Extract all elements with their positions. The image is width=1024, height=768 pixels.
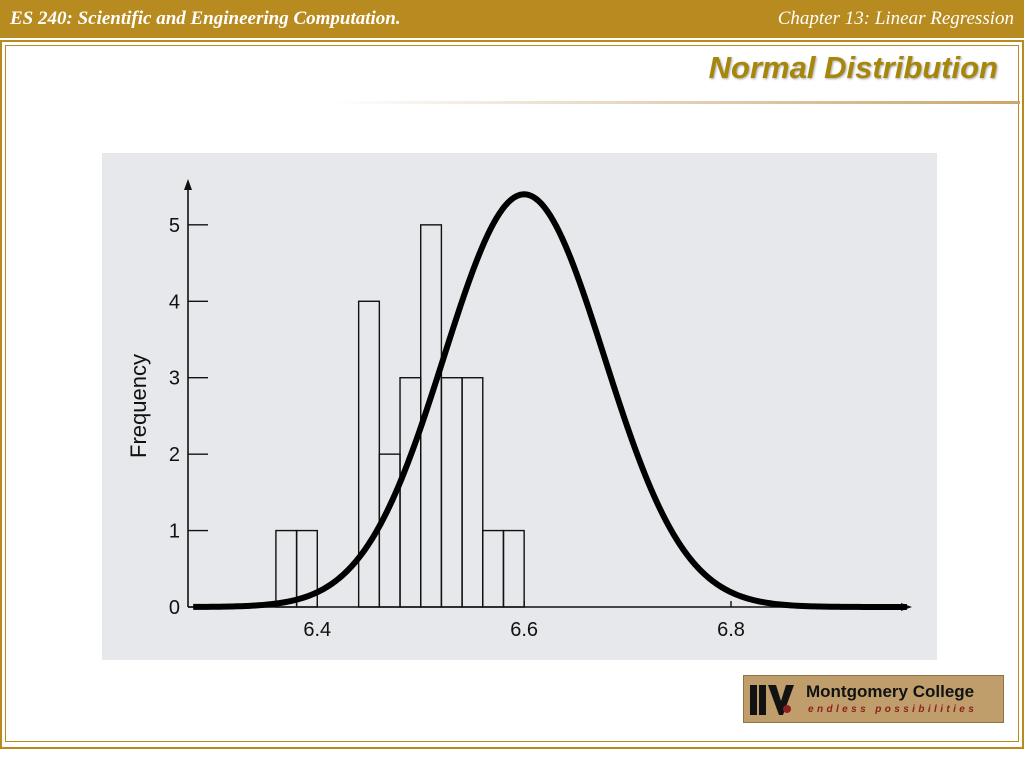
histogram-bar-3 — [357, 300, 381, 608]
y-tick-label-5: 5 — [169, 215, 180, 237]
header-bar: ES 240: Scientific and Engineering Compu… — [0, 0, 1024, 38]
y-tick-label-0: 0 — [169, 597, 180, 619]
histogram-bar-1 — [275, 529, 298, 608]
x-tick-label-6.8: 6.8 — [717, 619, 745, 641]
slide-frame-inner — [5, 45, 1019, 742]
slide-frame-outer — [0, 40, 1024, 749]
slide-title: Normal Distribution — [708, 50, 998, 85]
logo-tagline: endless possibilities — [808, 704, 978, 715]
normal-curve — [193, 191, 907, 610]
montgomery-college-mark-icon — [750, 685, 794, 715]
bars-layer — [275, 224, 525, 608]
histogram-bar-9 — [482, 529, 505, 608]
college-logo: Montgomery College endless possibilities — [743, 675, 1004, 723]
y-tick-label-4: 4 — [169, 291, 180, 313]
axes-layer — [184, 179, 912, 611]
curve-layer — [193, 191, 907, 610]
y-axis-arrow — [184, 179, 192, 190]
course-title: ES 240: Scientific and Engineering Compu… — [10, 8, 401, 29]
y-tick-label-1: 1 — [169, 521, 180, 543]
histogram-chart: 0 1 2 3 4 5 6.4 6.6 6.8 Frequency — [126, 179, 912, 641]
histogram-bar-4 — [378, 453, 401, 608]
histogram-bar-7 — [440, 377, 463, 608]
x-tick-label-6.6: 6.6 — [510, 619, 538, 641]
x-tick-label-6.4: 6.4 — [303, 619, 331, 641]
title-underline — [330, 101, 1020, 104]
histogram-bar-8 — [461, 377, 484, 608]
histogram-bar-10 — [502, 529, 525, 608]
logo-name: Montgomery College — [806, 682, 975, 701]
labels-layer: 0 1 2 3 4 5 6.4 6.6 6.8 Frequency — [126, 215, 745, 641]
y-axis-label: Frequency — [126, 354, 151, 458]
chapter-title: Chapter 13: Linear Regression — [777, 8, 1014, 29]
y-tick-label-3: 3 — [169, 368, 180, 390]
histogram-bar-5 — [399, 377, 422, 608]
plot-panel: 0 1 2 3 4 5 6.4 6.6 6.8 Frequency — [102, 153, 937, 660]
y-tick-label-2: 2 — [169, 444, 180, 466]
